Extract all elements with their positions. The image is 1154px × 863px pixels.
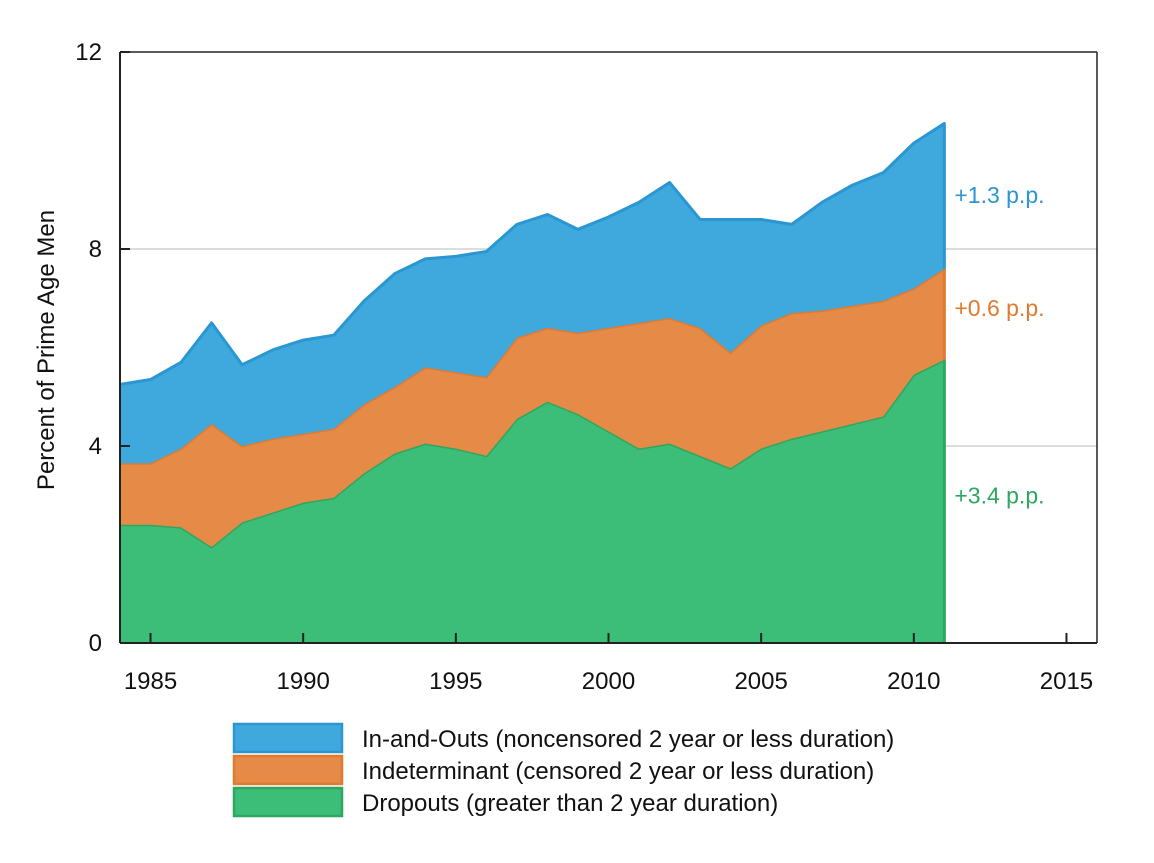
axes: 0 4 8 12 1985 1990 1995 2000 2005 2010 2015	[75, 39, 1098, 695]
legend-swatch	[232, 754, 344, 786]
area-series	[119, 121, 946, 643]
legend: In-and-Outs (noncensored 2 year or less …	[232, 722, 894, 818]
y-tick-label: 4	[89, 433, 102, 460]
area-series-1	[120, 268, 945, 547]
y-tick-label: 0	[89, 630, 102, 657]
legend-swatch	[232, 786, 344, 818]
annotation-label: +3.4 p.p.	[954, 482, 1044, 508]
x-tick-label: 1985	[124, 668, 177, 695]
legend-label: Dropouts (greater than 2 year duration)	[362, 790, 778, 817]
annotations: +1.3 p.p. +0.6 p.p. +3.4 p.p.	[954, 182, 1044, 508]
area-edge-2	[119, 121, 946, 386]
y-tick-label: 12	[75, 39, 102, 66]
x-tick-label: 2015	[1040, 668, 1093, 695]
x-tick-label: 2010	[887, 668, 940, 695]
x-tick-label: 2000	[582, 668, 635, 695]
area-series-2	[120, 123, 945, 464]
x-tick-label: 1990	[276, 668, 329, 695]
y-tick-label: 8	[89, 236, 102, 263]
x-tick-label: 1995	[429, 668, 482, 695]
legend-label: In-and-Outs (noncensored 2 year or less …	[362, 726, 894, 753]
legend-label: Indeterminant (censored 2 year or less d…	[362, 758, 874, 785]
x-tick-label: 2005	[734, 668, 787, 695]
area-series-0	[120, 359, 945, 643]
y-axis-title: Percent of Prime Age Men	[33, 210, 60, 490]
annotation-label: +0.6 p.p.	[954, 295, 1044, 321]
annotation-label: +1.3 p.p.	[954, 182, 1044, 208]
legend-swatch	[232, 722, 344, 754]
